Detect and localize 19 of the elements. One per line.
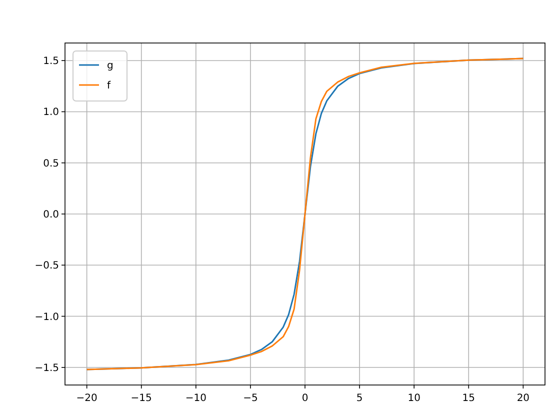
x-tick-label: −5	[243, 393, 258, 404]
legend-label: f	[107, 80, 111, 92]
y-tick-label: −0.5	[34, 260, 59, 272]
x-tick-label: 15	[462, 393, 476, 404]
y-tick-label: 1.5	[43, 56, 59, 68]
x-tick-label: 0	[302, 393, 308, 404]
x-tick-label: 5	[356, 393, 363, 404]
y-tick-label: 0.0	[43, 210, 59, 220]
y-tick-label: −1.5	[34, 362, 59, 374]
x-tick-label: 20	[516, 393, 530, 404]
y-tick-label: −1.0	[34, 312, 59, 323]
x-tick-label: −10	[185, 393, 206, 404]
line-series	[86, 58, 524, 370]
x-tick-label: 10	[408, 393, 420, 404]
y-tick-label: 1.0	[43, 107, 59, 118]
x-tick-label: −20	[76, 393, 98, 404]
legend-label: g	[107, 60, 114, 72]
x-tick-label: −15	[130, 393, 152, 404]
y-tick-label: 0.5	[43, 158, 59, 170]
